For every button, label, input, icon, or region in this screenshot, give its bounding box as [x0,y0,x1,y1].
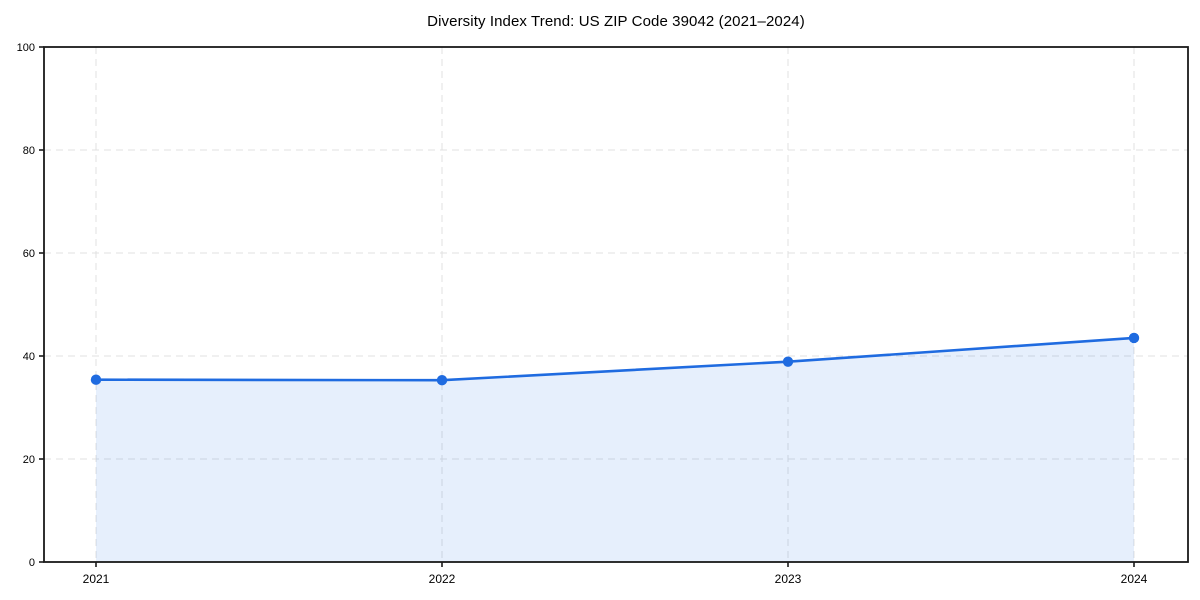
x-tick-label: 2024 [1121,572,1148,586]
chart-title: Diversity Index Trend: US ZIP Code 39042… [427,13,805,30]
y-tick-label: 80 [23,145,35,157]
data-point-marker [1128,332,1140,344]
y-tick-label: 20 [23,454,35,466]
area-fill [96,337,1134,562]
plot-frame [43,46,1189,563]
x-tick-label: 2022 [429,572,456,586]
data-point-marker [436,375,448,386]
y-tick-label: 0 [29,557,35,569]
y-tick-label: 60 [23,248,35,260]
x-tick-label: 2023 [775,572,802,586]
y-tick-label: 40 [23,351,35,363]
x-tick-label: 2021 [83,572,110,586]
data-point-marker [90,374,102,385]
y-tick-label: 100 [17,42,35,54]
data-point-marker [782,356,794,367]
trend-line [95,336,1135,382]
